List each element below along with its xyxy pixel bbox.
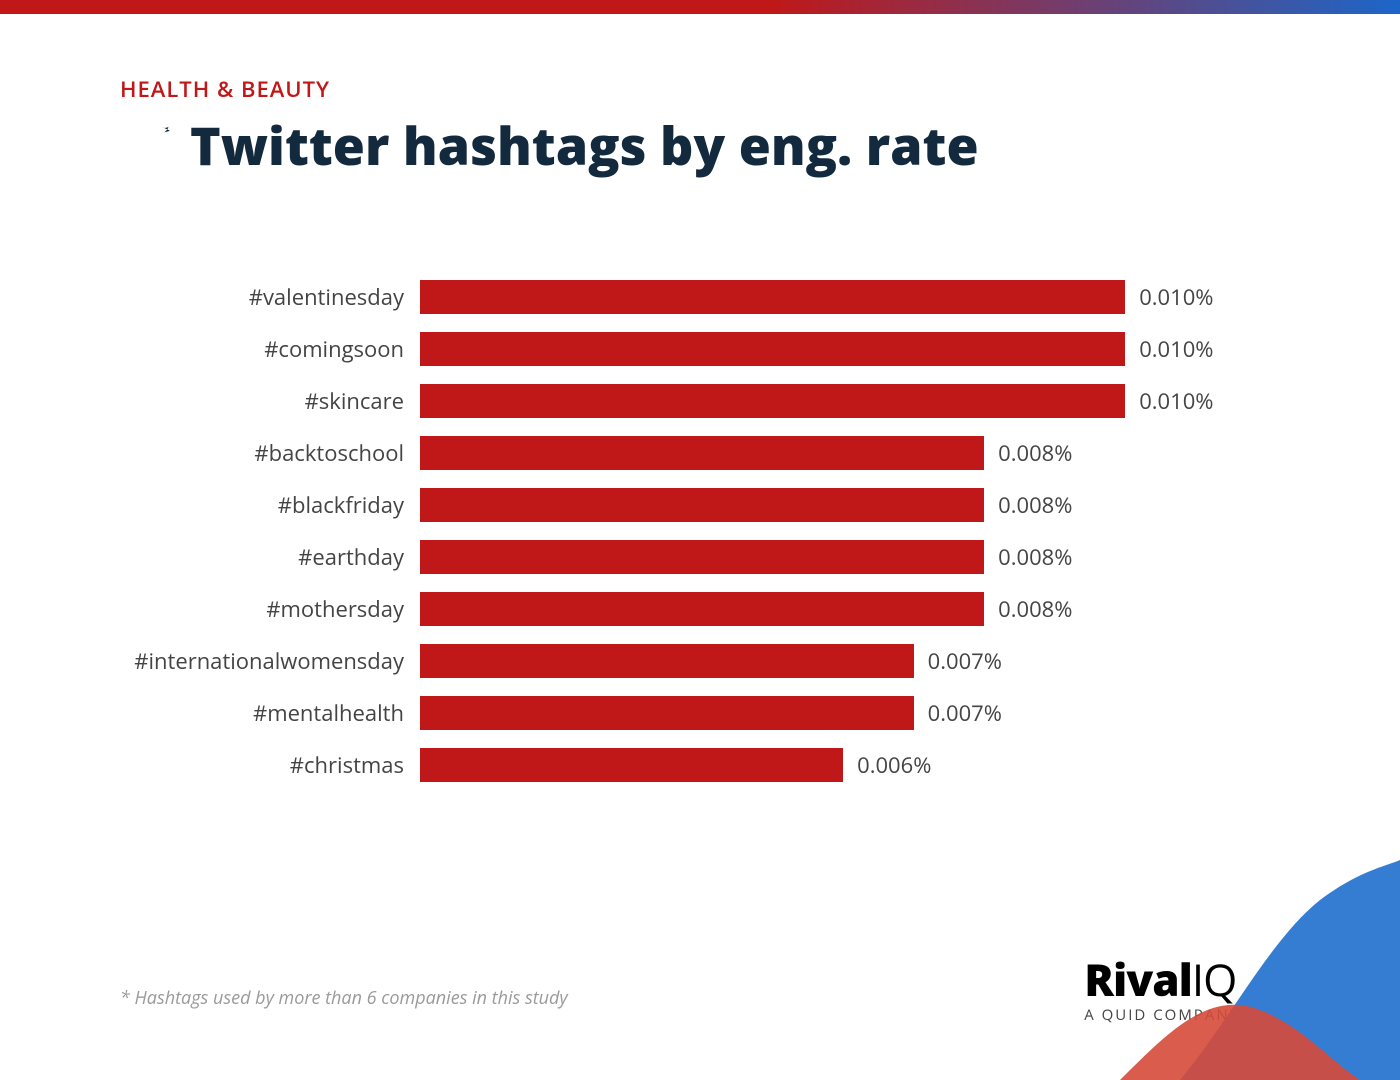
content-area: HEALTH & BEAUTY Twitter hashtags by eng.… — [0, 14, 1400, 791]
chart-row: #comingsoon 0.010% — [120, 323, 1280, 375]
brand-name-bold: Rival — [1084, 949, 1192, 1009]
chart-row: #blackfriday 0.008% — [120, 479, 1280, 531]
hashtag-label: #earthday — [120, 542, 420, 572]
bar-value: 0.007% — [914, 646, 1002, 676]
bar-value: 0.010% — [1125, 334, 1213, 364]
bar — [420, 644, 914, 678]
bar-value: 0.008% — [984, 490, 1072, 520]
hashtag-label: #backtoschool — [120, 438, 420, 468]
bar-value: 0.008% — [984, 438, 1072, 468]
bar-value: 0.007% — [914, 698, 1002, 728]
chart-row: #valentinesday 0.010% — [120, 271, 1280, 323]
chart-row: #mothersday 0.008% — [120, 583, 1280, 635]
brand-name-light: IQ — [1192, 949, 1237, 1009]
bar-track: 0.007% — [420, 644, 1280, 678]
chart-row: #skincare 0.010% — [120, 375, 1280, 427]
bar-track: 0.010% — [420, 384, 1280, 418]
hashtag-label: #internationalwomensday — [120, 646, 420, 676]
bar-value: 0.008% — [984, 542, 1072, 572]
bar-value: 0.006% — [843, 750, 931, 780]
chart-title: Twitter hashtags by eng. rate — [190, 110, 979, 181]
bar — [420, 384, 1125, 418]
chart-row: #backtoschool 0.008% — [120, 427, 1280, 479]
bar-track: 0.008% — [420, 540, 1280, 574]
chart-row: #internationalwomensday 0.007% — [120, 635, 1280, 687]
bar-track: 0.008% — [420, 436, 1280, 470]
bar — [420, 280, 1125, 314]
twitter-icon — [120, 120, 172, 172]
bar-track: 0.010% — [420, 280, 1280, 314]
bar-track: 0.010% — [420, 332, 1280, 366]
brand-name: RivalIQ — [1084, 957, 1240, 1001]
bar-value: 0.008% — [984, 594, 1072, 624]
footnote: * Hashtags used by more than 6 companies… — [120, 986, 568, 1010]
top-gradient-bar — [0, 0, 1400, 14]
bar-value: 0.010% — [1125, 282, 1213, 312]
hashtag-label: #mentalhealth — [120, 698, 420, 728]
bar-track: 0.006% — [420, 748, 1280, 782]
bar-value: 0.010% — [1125, 386, 1213, 416]
bar-track: 0.008% — [420, 488, 1280, 522]
hashtag-label: #blackfriday — [120, 490, 420, 520]
bar — [420, 332, 1125, 366]
brand-tagline: A QUID COMPANY — [1084, 1005, 1240, 1025]
hashtag-label: #comingsoon — [120, 334, 420, 364]
category-label: HEALTH & BEAUTY — [120, 74, 1280, 104]
bar-track: 0.008% — [420, 592, 1280, 626]
bar — [420, 748, 843, 782]
bar — [420, 436, 984, 470]
chart-row: #earthday 0.008% — [120, 531, 1280, 583]
chart-row: #christmas 0.006% — [120, 739, 1280, 791]
brand-logo: RivalIQ A QUID COMPANY — [1084, 957, 1240, 1025]
bar — [420, 488, 984, 522]
hashtag-label: #valentinesday — [120, 282, 420, 312]
hashtag-label: #christmas — [120, 750, 420, 780]
hashtag-bar-chart: #valentinesday0.010%#comingsoon0.010%#sk… — [120, 271, 1280, 791]
hashtag-label: #skincare — [120, 386, 420, 416]
bar — [420, 540, 984, 574]
title-row: Twitter hashtags by eng. rate — [120, 110, 1280, 181]
bar — [420, 696, 914, 730]
bar — [420, 592, 984, 626]
bar-track: 0.007% — [420, 696, 1280, 730]
hashtag-label: #mothersday — [120, 594, 420, 624]
chart-row: #mentalhealth 0.007% — [120, 687, 1280, 739]
